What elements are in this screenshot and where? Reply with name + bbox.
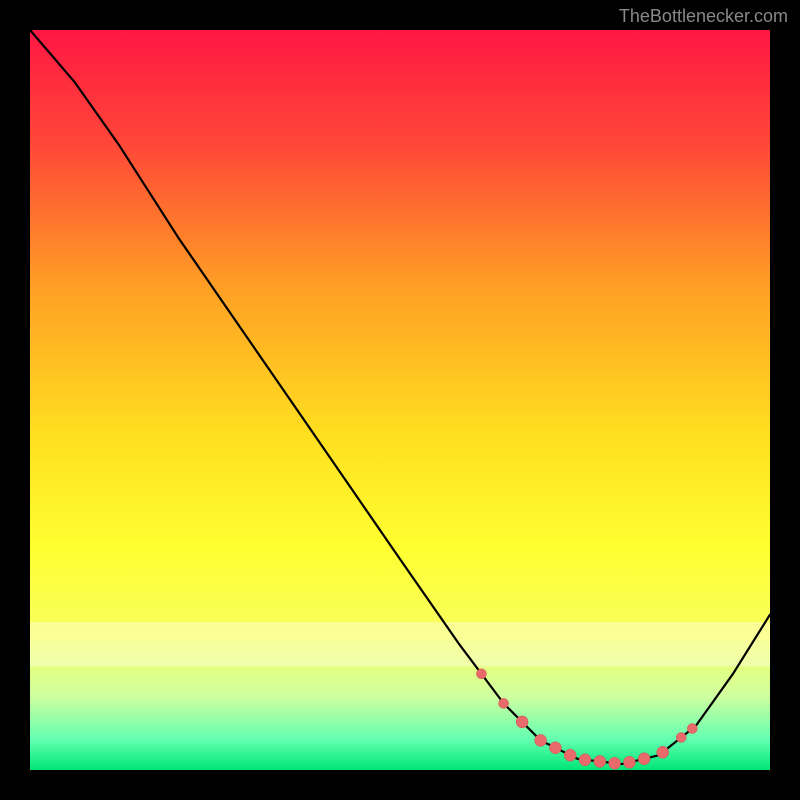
chart-svg (0, 0, 800, 800)
chart-container: TheBottlenecker.com (0, 0, 800, 800)
watermark-text: TheBottlenecker.com (619, 6, 788, 27)
